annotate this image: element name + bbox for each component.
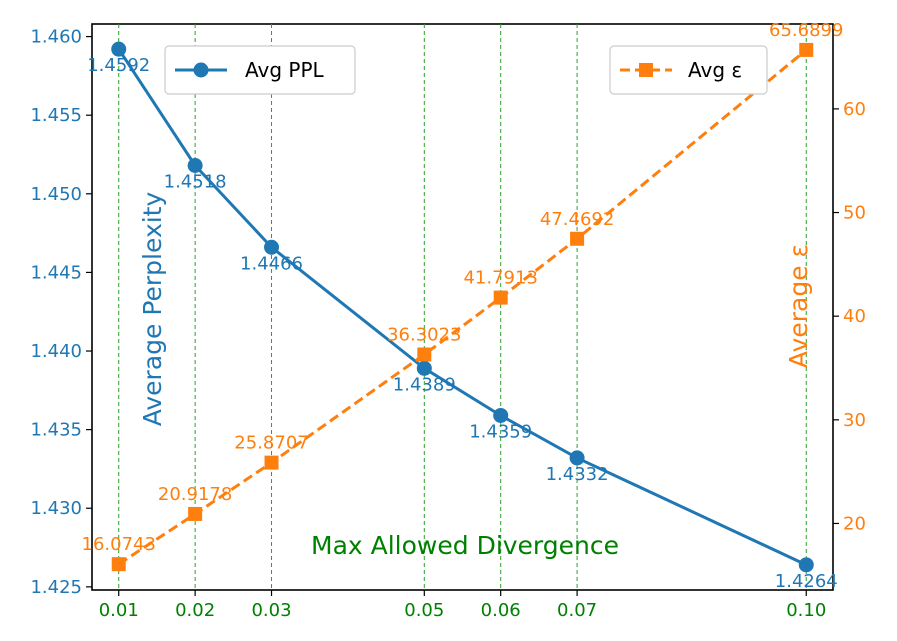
x-tick-label: 0.10 [786, 600, 826, 621]
eps-value-label: 20.9178 [158, 484, 232, 505]
eps-point [264, 455, 279, 470]
left-tick-label: 1.455 [30, 105, 82, 126]
right-axis-title: Average ε [784, 244, 813, 368]
ppl-point [798, 557, 814, 573]
eps-value-label: 47.4692 [540, 209, 614, 230]
ppl-point [416, 360, 432, 376]
x-tick-label: 0.02 [175, 600, 215, 621]
legend-label-eps: Avg ε [688, 58, 742, 82]
legend-avg-epsilon: Avg ε [609, 45, 768, 95]
eps-value-label: 16.0743 [82, 534, 156, 555]
left-tick-label: 1.460 [30, 27, 82, 48]
ppl-value-label: 1.4264 [775, 571, 838, 592]
ppl-value-label: 1.4359 [469, 421, 532, 442]
ppl-value-label: 1.4332 [546, 464, 609, 485]
ppl-value-label: 1.4389 [393, 374, 456, 395]
eps-value-label: 36.3023 [387, 324, 461, 345]
x-tick-label: 0.05 [404, 600, 444, 621]
right-tick-label: 60 [843, 99, 866, 120]
eps-point [188, 506, 203, 521]
right-tick-label: 50 [843, 203, 866, 224]
eps-value-label: 65.6899 [769, 20, 843, 41]
x-tick-label: 0.06 [481, 600, 521, 621]
left-axis-title: Average Perplexity [138, 192, 167, 427]
ppl-value-label: 1.4592 [87, 55, 150, 76]
x-axis-title: Max Allowed Divergence [311, 531, 619, 560]
ppl-value-label: 1.4518 [164, 172, 227, 193]
right-tick-label: 20 [843, 513, 866, 534]
eps-point [570, 231, 585, 246]
x-axis: 0.01 0.02 0.03 0.05 0.06 0.07 0.10 [99, 590, 826, 621]
x-tick-label: 0.01 [99, 600, 139, 621]
grid-lines [118, 24, 807, 590]
left-tick-label: 1.425 [30, 577, 82, 598]
series-avg-ppl: 1.4592 1.4518 1.4466 1.4389 1.4359 1.4332 1.42… [87, 41, 838, 592]
ppl-point [569, 450, 585, 466]
x-tick-label: 0.03 [251, 600, 291, 621]
legend-marker-eps [639, 63, 653, 77]
left-tick-label: 1.445 [30, 262, 82, 283]
right-tick-label: 30 [843, 410, 866, 431]
eps-point [417, 347, 432, 362]
left-tick-label: 1.430 [30, 498, 82, 519]
left-y-axis: 1.425 1.430 1.435 1.440 1.445 1.450 1.455 1.460 [30, 27, 92, 598]
ppl-point [187, 158, 203, 173]
eps-point [493, 290, 508, 305]
ppl-value-label: 1.4466 [240, 253, 303, 274]
series-avg-epsilon: 16.0743 20.9178 25.8707 36.3023 41.7913 47.46… [82, 20, 843, 572]
right-tick-label: 40 [843, 306, 866, 327]
eps-value-label: 41.7913 [463, 268, 537, 289]
left-tick-label: 1.440 [30, 341, 82, 362]
ppl-point [111, 41, 127, 57]
ppl-point [264, 239, 280, 255]
eps-value-label: 25.8707 [234, 433, 308, 454]
legend-avg-ppl: Avg PPL [164, 45, 356, 95]
right-y-axis: 20 30 40 50 60 [833, 99, 866, 534]
eps-point [111, 557, 126, 572]
plot-frame [91, 23, 834, 591]
legend-label-ppl: Avg PPL [245, 58, 325, 82]
left-tick-label: 1.435 [30, 420, 82, 441]
eps-point [799, 42, 814, 57]
legend-marker-ppl [193, 62, 209, 78]
legend-box-eps [609, 45, 768, 95]
left-tick-label: 1.450 [30, 184, 82, 205]
legend-box-ppl [164, 45, 356, 95]
ppl-point [493, 407, 509, 423]
x-tick-label: 0.07 [557, 600, 597, 621]
